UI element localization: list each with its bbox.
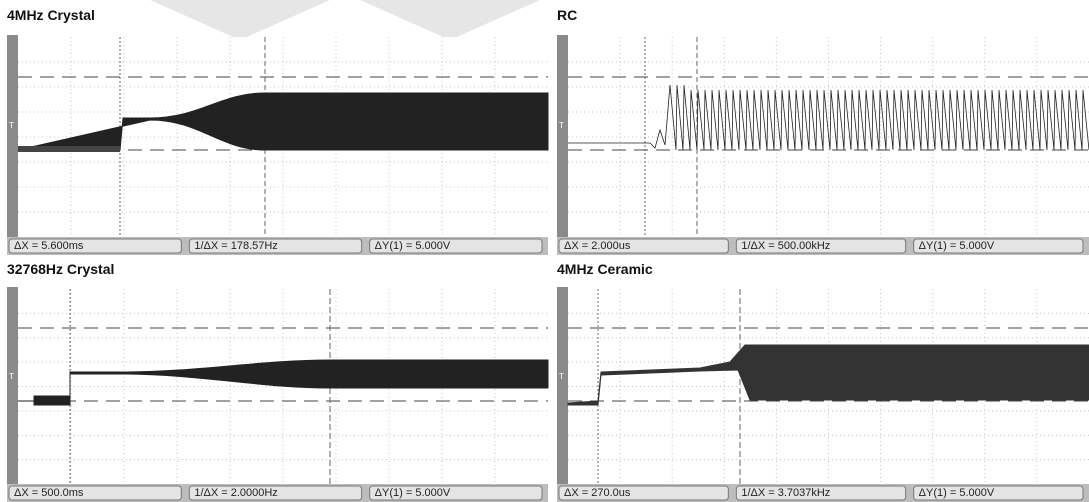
channel-marker: T (9, 121, 14, 130)
side-strip (557, 35, 568, 255)
readout-text: 1/ΔX = 2.0000Hz (194, 487, 277, 499)
channel-marker: T (559, 372, 564, 381)
readout-text: ΔX = 500.0ms (14, 487, 84, 499)
readout-text: ΔX = 2.000us (564, 240, 631, 252)
side-strip (7, 35, 18, 255)
noise (18, 146, 120, 152)
channel-marker: T (559, 121, 564, 130)
readout-text: 1/ΔX = 3.7037kHz (741, 487, 830, 499)
channel-marker: T (9, 372, 14, 381)
panel-title: 4MHz Crystal (7, 7, 95, 23)
watermark-shape (150, 0, 330, 40)
readout-text: ΔY(1) = 5.000V (375, 240, 451, 252)
scope-screen: T ΔX = 2.000us 1/ΔX = 500.00kHz ΔY(1) = 5.0… (557, 35, 1089, 255)
panel-title: 32768Hz Crystal (7, 261, 114, 277)
readout-text: 1/ΔX = 500.00kHz (741, 240, 830, 252)
scope-screen: T ΔX = 5.600ms 1/ΔX = 178.57Hz ΔY(1) = 5.00… (7, 35, 548, 255)
watermark-shape (360, 0, 540, 40)
scope-screen: T ΔX = 500.0ms 1/ΔX = 2.0000Hz ΔY(1) = 5.00… (7, 287, 548, 502)
panel-title: 4MHz Ceramic (557, 261, 653, 277)
readout-text: 1/ΔX = 178.57Hz (194, 240, 277, 252)
figure: 4MHz Crystal T ΔX = 5.600ms 1/ΔX = 178.57Hz… (0, 0, 1089, 502)
readout-text: ΔY(1) = 5.000V (375, 487, 451, 499)
panel-title: RC (557, 7, 577, 23)
readout-text: ΔY(1) = 5.000V (919, 240, 995, 252)
side-strip (557, 287, 568, 502)
readout-text: ΔY(1) = 5.000V (919, 487, 995, 499)
readout-text: ΔX = 5.600ms (14, 240, 84, 252)
scope-screen: T ΔX = 270.0us 1/ΔX = 3.7037kHz ΔY(1) = 5.0… (557, 287, 1089, 502)
readout-text: ΔX = 270.0us (564, 487, 631, 499)
side-strip (7, 287, 18, 502)
